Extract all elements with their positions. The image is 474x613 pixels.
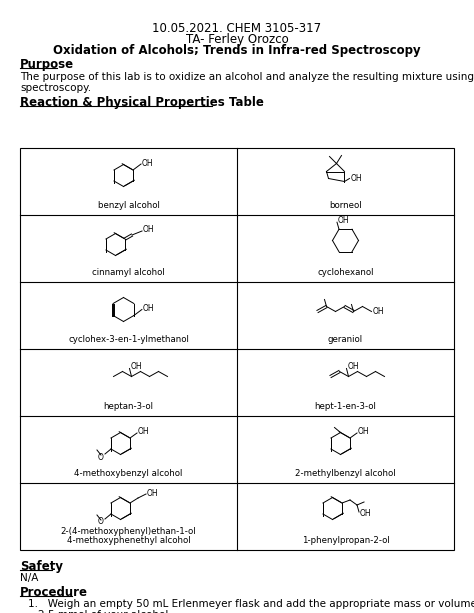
Text: Oxidation of Alcohols; Trends in Infra-red Spectroscopy: Oxidation of Alcohols; Trends in Infra-r… [53, 44, 421, 57]
Text: 4-methoxyphenethyl alcohol: 4-methoxyphenethyl alcohol [67, 536, 191, 545]
Text: benzyl alcohol: benzyl alcohol [98, 201, 159, 210]
Text: Purpose: Purpose [20, 58, 74, 71]
Text: borneol: borneol [329, 201, 362, 210]
Text: 2-methylbenzyl alcohol: 2-methylbenzyl alcohol [295, 469, 396, 478]
Text: geraniol: geraniol [328, 335, 363, 344]
Text: OH: OH [147, 489, 159, 498]
Text: Safety: Safety [20, 560, 63, 573]
Text: 2-(4-methoxyphenyl)ethan-1-ol: 2-(4-methoxyphenyl)ethan-1-ol [61, 527, 196, 536]
Text: heptan-3-ol: heptan-3-ol [103, 402, 154, 411]
Text: OH: OH [130, 362, 142, 371]
Text: Procedure: Procedure [20, 586, 88, 599]
Text: 4-methoxybenzyl alcohol: 4-methoxybenzyl alcohol [74, 469, 182, 478]
Text: OH: OH [360, 509, 372, 519]
Text: OH: OH [347, 362, 359, 371]
Text: 2.5 mmol of your alcohol.: 2.5 mmol of your alcohol. [38, 610, 172, 613]
Text: spectroscopy.: spectroscopy. [20, 83, 91, 93]
Text: Reaction & Physical Properties Table: Reaction & Physical Properties Table [20, 96, 264, 109]
Text: OH: OH [138, 427, 150, 436]
Text: cinnamyl alcohol: cinnamyl alcohol [92, 268, 165, 277]
Text: OH: OH [142, 159, 154, 167]
Bar [20, 148, 454, 550]
Text: OH: OH [350, 174, 362, 183]
Text: 1-phenylpropan-2-ol: 1-phenylpropan-2-ol [301, 536, 389, 545]
Text: 1.   Weigh an empty 50 mL Erlenmeyer flask and add the appropriate mass or volum: 1. Weigh an empty 50 mL Erlenmeyer flask… [28, 599, 474, 609]
Text: cyclohex-3-en-1-ylmethanol: cyclohex-3-en-1-ylmethanol [68, 335, 189, 344]
Text: OH: OH [143, 226, 155, 235]
Text: N/A: N/A [20, 573, 38, 583]
Text: hept-1-en-3-ol: hept-1-en-3-ol [315, 402, 376, 411]
Text: O: O [98, 452, 104, 462]
Text: 10.05.2021. CHEM 3105-317: 10.05.2021. CHEM 3105-317 [153, 22, 321, 35]
Text: TA- Ferley Orozco: TA- Ferley Orozco [186, 33, 288, 46]
Text: OH: OH [338, 216, 350, 225]
Text: OH: OH [373, 307, 384, 316]
Text: cyclohexanol: cyclohexanol [317, 268, 374, 277]
Text: O: O [98, 517, 104, 527]
Text: The purpose of this lab is to oxidize an alcohol and analyze the resulting mixtu: The purpose of this lab is to oxidize an… [20, 72, 474, 82]
Text: OH: OH [358, 427, 370, 436]
Text: OH: OH [143, 304, 155, 313]
